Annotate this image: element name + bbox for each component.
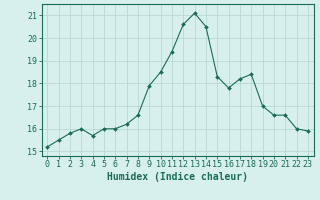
X-axis label: Humidex (Indice chaleur): Humidex (Indice chaleur) (107, 172, 248, 182)
